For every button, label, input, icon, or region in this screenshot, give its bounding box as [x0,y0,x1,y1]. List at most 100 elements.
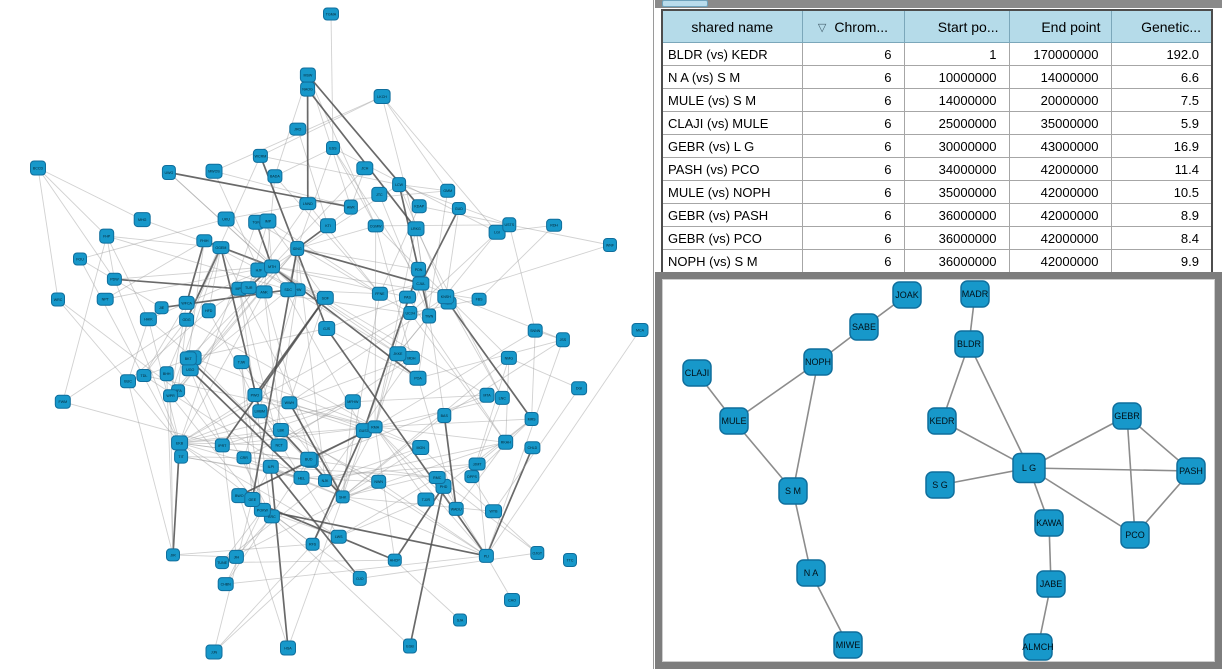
network-node[interactable]: BADA [267,169,283,184]
network-node[interactable]: TDL [136,369,152,382]
network-node[interactable]: HHIK [139,312,157,327]
network-node[interactable]: HFD [201,303,216,319]
network-node[interactable]: CHBN [217,577,234,592]
network-node[interactable]: LGI [488,224,506,240]
network-node[interactable]: BKT [179,351,197,366]
network-node[interactable]: OGEM [212,241,230,255]
network-node[interactable]: TUNE [215,556,230,570]
cell-value[interactable]: 35000000 [903,180,1010,204]
cell-value[interactable]: 14000000 [903,88,1010,112]
network-node[interactable]: OJO [352,570,367,586]
network-node[interactable]: UWG [161,165,176,180]
network-node[interactable]: CRR [236,451,252,465]
large-network-panel[interactable]: TGMA ESS BCCD FOU WNF MCA JJN HSA EGB SJA CAO TTC FF… [0,0,654,669]
table-row[interactable]: GEBR (vs) PASH 6 36000000 42000000 8.9 [661,203,1213,227]
network-node[interactable]: ESS [326,141,340,155]
cell-shared-name[interactable]: MULE (vs) S M [661,88,803,112]
network-node[interactable]: MWOS [205,163,223,179]
network-node[interactable]: SHK [335,490,350,504]
table-row[interactable]: N A (vs) S M 6 10000000 14000000 6.6 [661,65,1213,89]
network-node[interactable]: OPPS [464,470,480,484]
network-node[interactable]: NJK [318,474,332,488]
table-row[interactable]: MULE (vs) S M 6 14000000 20000000 7.5 [661,88,1213,112]
network-node[interactable]: WADU [448,501,464,516]
node-KAWA[interactable]: KAWA [1034,509,1064,537]
network-node[interactable]: JTC [371,186,388,202]
network-node[interactable]: CGMW [367,219,384,233]
network-node[interactable]: MTH [264,259,280,274]
network-node[interactable]: WPR [163,389,178,403]
network-node[interactable]: GUD [451,202,466,215]
network-node[interactable]: MTA [479,387,495,403]
cell-value[interactable]: 6 [801,111,905,135]
network-node[interactable]: LNND [299,197,317,211]
cell-value[interactable]: 8.4 [1110,226,1213,250]
network-node[interactable]: RDH [546,218,563,232]
node-PASH[interactable]: PASH [1176,457,1206,485]
network-node[interactable]: RFS [305,537,320,551]
network-node[interactable]: AHCP [387,553,402,567]
cell-value[interactable]: 42000000 [1008,157,1112,181]
node-JABE[interactable]: JABE [1036,570,1066,598]
column-header-endpoint[interactable]: End point [1008,9,1112,43]
network-node[interactable]: WCRM [252,148,268,163]
cell-value[interactable]: 6 [801,249,905,274]
network-node[interactable]: MSW [299,67,316,83]
network-node[interactable]: POKW [253,502,271,517]
network-node[interactable]: BUD [300,451,318,467]
network-node[interactable]: TWN [422,308,437,324]
cell-value[interactable]: 6 [801,134,905,158]
table-row[interactable]: BLDR (vs) KEDR 6 1 170000000 192.0 [661,42,1213,66]
table-row[interactable]: PASH (vs) PCO 6 34000000 42000000 11.4 [661,157,1213,181]
network-node[interactable]: SOF [316,290,334,305]
cell-shared-name[interactable]: MULE (vs) NOPH [661,180,803,204]
network-node[interactable]: ODG [179,312,195,327]
cell-value[interactable]: 6.6 [1110,65,1213,89]
cell-value[interactable]: 25000000 [903,111,1010,135]
cell-value[interactable]: 5.9 [1110,111,1213,135]
network-node[interactable]: NCT [270,438,288,452]
network-node[interactable]: MHG [133,212,151,228]
node-LG[interactable]: L G [1012,452,1046,484]
network-node[interactable]: CAO [504,593,520,607]
cell-shared-name[interactable]: PASH (vs) PCO [661,157,803,181]
network-node[interactable]: LCW [392,177,407,193]
network-node[interactable]: SDC [280,282,297,298]
network-node[interactable]: SNNN [527,323,543,338]
network-node[interactable]: JSS [555,332,570,348]
network-node[interactable]: TJW [233,355,250,370]
network-node[interactable]: WFCA [178,295,195,310]
cell-value[interactable]: 8.9 [1110,203,1213,227]
table-row[interactable]: GEBR (vs) L G 6 30000000 43000000 16.9 [661,134,1213,158]
cell-shared-name[interactable]: GEBR (vs) L G [661,134,803,158]
cell-shared-name[interactable]: GEBR (vs) PCO [661,226,803,250]
cell-shared-name[interactable]: CLAJI (vs) MULE [661,111,803,135]
network-node[interactable]: GJS [318,321,336,336]
column-header-sharedname[interactable]: shared name [661,9,803,43]
network-node[interactable]: ILPI [262,459,279,474]
small-network-canvas[interactable]: JOAK SABE NOPH CLAJI MULE S M N A MIWE MADR BLDR K… [662,279,1215,662]
network-node[interactable]: LMBM [252,404,268,419]
network-node[interactable]: SJA [453,613,467,627]
network-node[interactable]: EKB [171,435,189,451]
network-node[interactable]: BCCD [30,160,46,176]
cell-value[interactable]: 11.4 [1110,157,1213,181]
network-node[interactable]: PDN [411,261,427,277]
node-MULE[interactable]: MULE [719,407,749,435]
table-row[interactable]: CLAJI (vs) MULE 6 25000000 35000000 5.9 [661,111,1213,135]
network-node[interactable]: EGB [403,638,417,654]
node-NOPH[interactable]: NOPH [803,348,833,376]
network-node[interactable]: OJGT [530,546,545,560]
cell-value[interactable]: 6 [801,157,905,181]
cell-value[interactable]: 6 [801,65,905,89]
node-ALMCH[interactable]: ALMCH [1022,633,1054,661]
node-SM[interactable]: S M [778,477,808,505]
network-node[interactable]: KDAP [411,199,427,214]
cell-value[interactable]: 10.5 [1110,180,1213,204]
cell-value[interactable]: 6 [801,180,905,204]
network-node[interactable]: HSA [280,640,296,656]
network-node[interactable]: FHIH [196,234,213,248]
network-node[interactable]: FOU [73,252,87,266]
network-node[interactable]: FHP [99,228,115,244]
network-node[interactable]: WNF [603,238,617,252]
